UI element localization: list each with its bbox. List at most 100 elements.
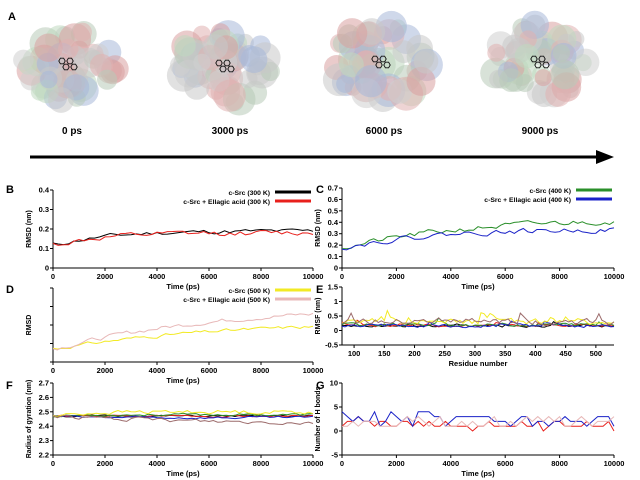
ring xyxy=(227,65,235,73)
ring xyxy=(58,57,66,65)
ring xyxy=(538,55,546,63)
surface-patch xyxy=(13,49,34,71)
x-tick-label: 10000 xyxy=(303,272,324,281)
series-line xyxy=(342,415,615,427)
y-axis-label: Radius of gyration (nm) xyxy=(26,380,33,459)
x-tick-label: 10000 xyxy=(604,459,625,468)
series-line xyxy=(52,414,314,426)
x-tick-label: 10000 xyxy=(303,366,324,375)
surface-patch xyxy=(202,34,228,60)
x-tick-label: 500 xyxy=(590,349,603,358)
surface-patch xyxy=(57,38,79,60)
snapshot: 6000 ps xyxy=(322,10,443,137)
x-tick-label: 2000 xyxy=(388,272,405,281)
x-tick-label: 250 xyxy=(438,349,451,358)
surface-patch xyxy=(240,46,268,73)
ring xyxy=(219,65,227,73)
panel-label: F xyxy=(6,380,13,392)
y-tick-label: 1 xyxy=(334,297,338,306)
x-tick-label: 0 xyxy=(51,272,55,281)
x-tick-label: 10000 xyxy=(604,272,625,281)
x-tick-label: 150 xyxy=(378,349,391,358)
protein-surface xyxy=(480,10,600,108)
series-line xyxy=(341,227,615,251)
x-tick-label: 200 xyxy=(408,349,421,358)
ring xyxy=(383,61,391,69)
ring xyxy=(530,55,538,63)
y-tick-label: 0.3 xyxy=(39,205,49,214)
legend-entry: c-Src (300 K) xyxy=(228,190,270,197)
ring xyxy=(70,63,78,71)
series-line xyxy=(342,309,615,326)
x-tick-label: 6000 xyxy=(201,272,218,281)
x-tick-label: 4000 xyxy=(149,366,166,375)
x-tick-label: 450 xyxy=(559,349,572,358)
series-line xyxy=(52,228,314,246)
series-line xyxy=(52,229,314,246)
surface-patch xyxy=(534,69,552,87)
series-line xyxy=(52,409,314,417)
y-tick-label: 0.7 xyxy=(328,184,338,193)
x-tick-label: 300 xyxy=(469,349,482,358)
protein-surface xyxy=(322,10,443,112)
x-axis-label: Time (ps) xyxy=(166,469,200,478)
snapshot: 0 ps xyxy=(13,21,129,137)
y-tick-label: 0.2 xyxy=(39,225,49,234)
legend: c-Src (500 K) c-Src + Ellagic acid (500 K… xyxy=(183,288,311,304)
ligand-molecule xyxy=(215,59,235,73)
y-tick-label: 2.7 xyxy=(39,379,49,388)
ring xyxy=(379,55,387,63)
legend: c-Src (300 K) c-Src + Ellagic acid (300 K… xyxy=(183,190,311,206)
x-tick-label: 8000 xyxy=(253,272,270,281)
surface-patch xyxy=(20,69,42,91)
series-line xyxy=(341,410,615,428)
series-line xyxy=(341,220,615,250)
x-axis-label: Time (ps) xyxy=(461,282,495,291)
x-tick-label: 100 xyxy=(348,349,361,358)
surface-patch xyxy=(34,33,63,62)
y-tick-label: 2.6 xyxy=(39,393,49,402)
y-tick-label: 0.1 xyxy=(328,252,338,261)
chart-panel-c: C 0 2000 4000 6000 8000 10000 0 0.1 0.2 0.3 0.4 0.5 0… xyxy=(315,184,624,292)
y-tick-label: 0 xyxy=(334,264,338,273)
surface-patch xyxy=(487,43,506,62)
ring xyxy=(223,59,231,67)
legend-entry: c-Src + Ellagic acid (500 K) xyxy=(183,297,270,304)
chart-panel-e: E 100 150 200 250 300 350 400 450 500 -0.5 0 0.5 1 1.5… xyxy=(315,283,615,368)
y-tick-label: -0.5 xyxy=(325,341,338,350)
x-tick-label: 0 xyxy=(340,272,344,281)
y-tick-label: 2.4 xyxy=(39,422,50,431)
y-tick-label: 5 xyxy=(334,403,338,412)
legend-entry: c-Src (400 K) xyxy=(529,188,571,195)
x-tick-label: 2000 xyxy=(97,366,114,375)
ring xyxy=(542,61,550,69)
x-axis-label: Residue number xyxy=(449,359,508,368)
y-axis-label: RMSD xyxy=(26,315,33,336)
x-tick-label: 2000 xyxy=(97,459,114,468)
time-arrow-head xyxy=(596,150,614,164)
ring xyxy=(215,59,223,67)
snapshot: 9000 ps xyxy=(480,10,600,137)
x-tick-label: 400 xyxy=(529,349,542,358)
protein-surface xyxy=(13,21,129,113)
y-tick-label: 2.2 xyxy=(39,451,49,460)
ring xyxy=(371,55,379,63)
x-tick-label: 8000 xyxy=(253,459,270,468)
legend-entry: c-Src + Ellagic acid (300 K) xyxy=(183,199,270,206)
y-tick-label: 0.6 xyxy=(328,195,338,204)
surface-patch xyxy=(336,18,368,49)
x-tick-label: 4000 xyxy=(149,272,166,281)
series-line xyxy=(341,312,615,327)
ring xyxy=(534,61,542,69)
x-tick-label: 6000 xyxy=(201,366,218,375)
snapshot-time-label: 6000 ps xyxy=(366,126,403,137)
x-tick-label: 8000 xyxy=(551,272,568,281)
x-tick-label: 2000 xyxy=(388,459,405,468)
snapshot-time-label: 0 ps xyxy=(62,126,82,137)
surface-patch xyxy=(387,79,412,104)
surface-patch xyxy=(392,40,416,64)
surface-patch xyxy=(406,66,436,96)
y-tick-label: 1.5 xyxy=(328,283,338,292)
series-line xyxy=(52,325,314,350)
